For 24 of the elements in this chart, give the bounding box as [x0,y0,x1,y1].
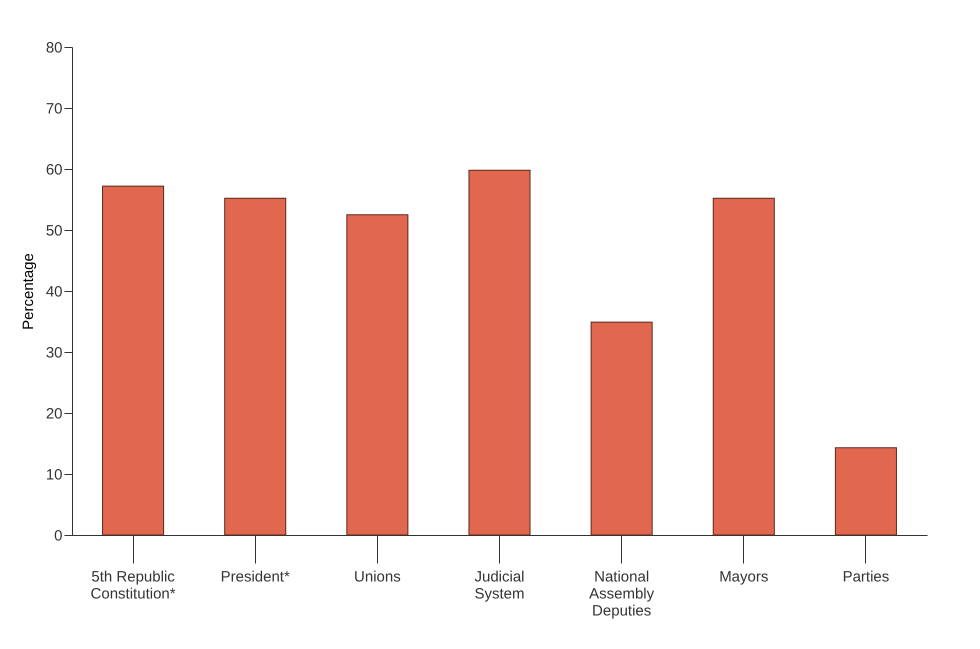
bar [590,322,653,536]
y-tick-label: 30 [46,344,62,362]
y-tick-label: 50 [46,222,62,240]
bar [468,170,531,536]
bar [834,447,897,536]
y-axis-title: Percentage [20,253,37,330]
y-tick-label: 10 [46,466,62,484]
x-tick-label: Parties [842,568,890,586]
x-tick-label: Mayors [719,568,768,586]
x-tick-label: Judicial System [474,568,525,602]
x-tick-label: National Assembly Deputies [589,568,655,620]
x-tick-label: President* [220,568,290,586]
y-tick-label: 60 [46,162,62,178]
x-tick-label: 5th Republic Constitution* [90,568,176,602]
y-tick-label: 40 [46,284,62,300]
y-tick-label: 70 [46,100,62,118]
x-tick-label: Unions [354,568,401,586]
bar [102,186,164,536]
y-tick-label: 80 [46,40,62,56]
bar [346,214,408,536]
y-tick-label: 0 [54,528,62,544]
bar [224,198,286,536]
y-tick-label: 20 [46,406,62,422]
bar [712,198,775,536]
